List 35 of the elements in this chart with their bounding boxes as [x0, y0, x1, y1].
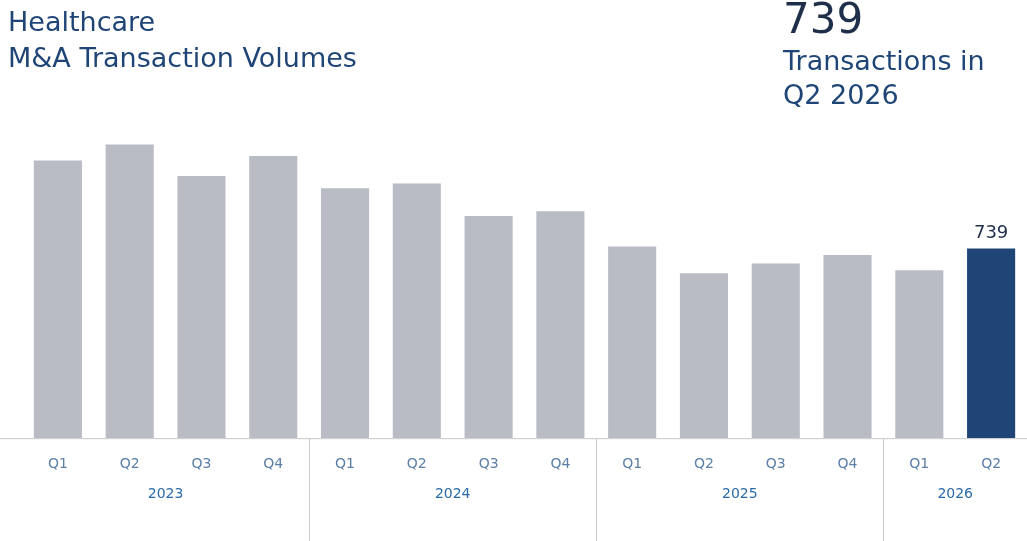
x-tick-label: Q2 — [406, 455, 427, 472]
x-tick-label: Q4 — [837, 455, 858, 472]
x-tick-label: Q1 — [622, 455, 643, 472]
x-tick-label: Q2 — [119, 455, 140, 472]
bar — [751, 263, 800, 439]
x-tick-label: Q1 — [47, 455, 68, 472]
bar — [895, 270, 944, 439]
x-tick-label: Q1 — [335, 455, 355, 472]
x-tick-label: Q3 — [765, 455, 786, 472]
bar — [392, 183, 441, 439]
data-label: 739 — [973, 221, 1009, 243]
bar — [536, 211, 585, 439]
x-tick-label: Q2 — [694, 455, 714, 472]
x-tick-label: Q3 — [191, 455, 212, 472]
bar — [679, 273, 729, 439]
text: 2023 — [147, 484, 184, 501]
bar — [320, 188, 370, 439]
x-tick-label: Q4 — [550, 455, 571, 472]
bar — [608, 246, 657, 439]
bar — [823, 255, 872, 439]
bar — [249, 155, 298, 439]
bar — [105, 144, 154, 439]
bar — [177, 175, 226, 439]
text: 2026 — [937, 484, 974, 501]
bar — [33, 160, 82, 439]
bar — [967, 248, 1016, 439]
chart-title: Healthcare M&A Transaction Volumes — [8, 5, 357, 75]
bar — [464, 216, 513, 439]
x-tick-label: Q3 — [478, 455, 499, 472]
chart-subtitle: 739 Transactions in Q2 2026 — [783, 0, 986, 112]
x-tick-label: Q1 — [909, 455, 930, 472]
text: 2025 — [722, 484, 758, 501]
text: 2024 — [434, 484, 471, 501]
x-tick-label: Q2 — [981, 455, 1002, 472]
x-tick-label: Q4 — [263, 455, 284, 472]
